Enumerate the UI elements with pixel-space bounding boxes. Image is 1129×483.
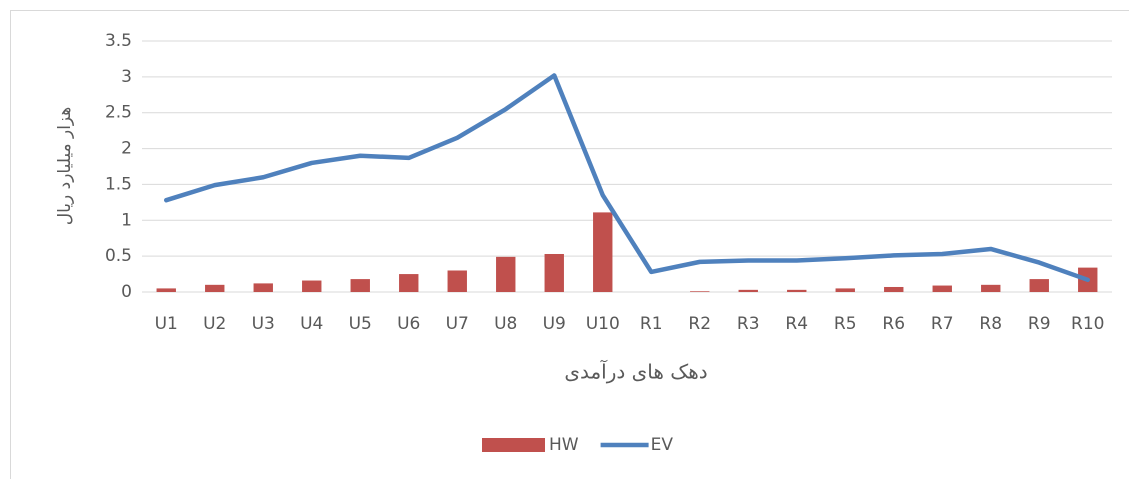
x-tick-label: U4 (300, 314, 323, 334)
bar (399, 274, 418, 292)
bar (787, 290, 806, 292)
x-tick-label: U1 (155, 314, 178, 334)
x-tick-label: R7 (931, 314, 954, 334)
y-tick-label: 0.5 (105, 246, 132, 266)
x-tick-label: U8 (494, 314, 517, 334)
x-tick-label: U5 (349, 314, 372, 334)
bar (157, 288, 176, 292)
bar (302, 281, 321, 292)
y-tick-label: 3.5 (105, 31, 132, 51)
bar (205, 285, 224, 292)
bar (496, 257, 515, 292)
bar (593, 212, 612, 292)
line (166, 75, 1088, 279)
bar (690, 291, 709, 292)
y-axis-label: هزار میلیارد ریال (55, 107, 75, 226)
x-tick-label: U3 (252, 314, 275, 334)
bar (351, 279, 370, 292)
chart-border (11, 11, 1129, 480)
x-tick-label: R6 (882, 314, 905, 334)
x-tick-label: R5 (834, 314, 857, 334)
bar (448, 270, 467, 292)
bar (884, 287, 903, 292)
x-tick-label: U7 (446, 314, 469, 334)
x-tick-label: U9 (543, 314, 566, 334)
x-tick-label: R8 (979, 314, 1002, 334)
legend-swatch (482, 438, 545, 452)
x-tick-label: R2 (688, 314, 711, 334)
y-tick-label: 1.5 (105, 174, 132, 194)
x-tick-label: R10 (1071, 314, 1104, 334)
x-tick-label: U10 (586, 314, 620, 334)
x-tick-label: R4 (785, 314, 808, 334)
bar (836, 288, 855, 292)
y-tick-label: 2 (121, 139, 132, 159)
x-tick-label: U6 (397, 314, 420, 334)
bar (739, 290, 758, 292)
legend-label: EV (651, 435, 674, 455)
y-tick-label: 1 (121, 210, 132, 230)
legend-label: HW (549, 435, 579, 455)
y-tick-label: 2.5 (105, 103, 132, 123)
x-tick-label: U2 (203, 314, 226, 334)
bar (545, 254, 564, 292)
x-tick-label: R9 (1028, 314, 1051, 334)
x-tick-label: R1 (640, 314, 663, 334)
x-tick-label: R3 (737, 314, 760, 334)
y-tick-label: 0 (121, 282, 132, 302)
bar (981, 285, 1000, 292)
y-tick-label: 3 (121, 67, 132, 87)
bar (254, 283, 273, 292)
bar (1030, 279, 1049, 292)
bar (933, 286, 952, 292)
x-axis-label: دهک های درآمدی (564, 359, 707, 384)
